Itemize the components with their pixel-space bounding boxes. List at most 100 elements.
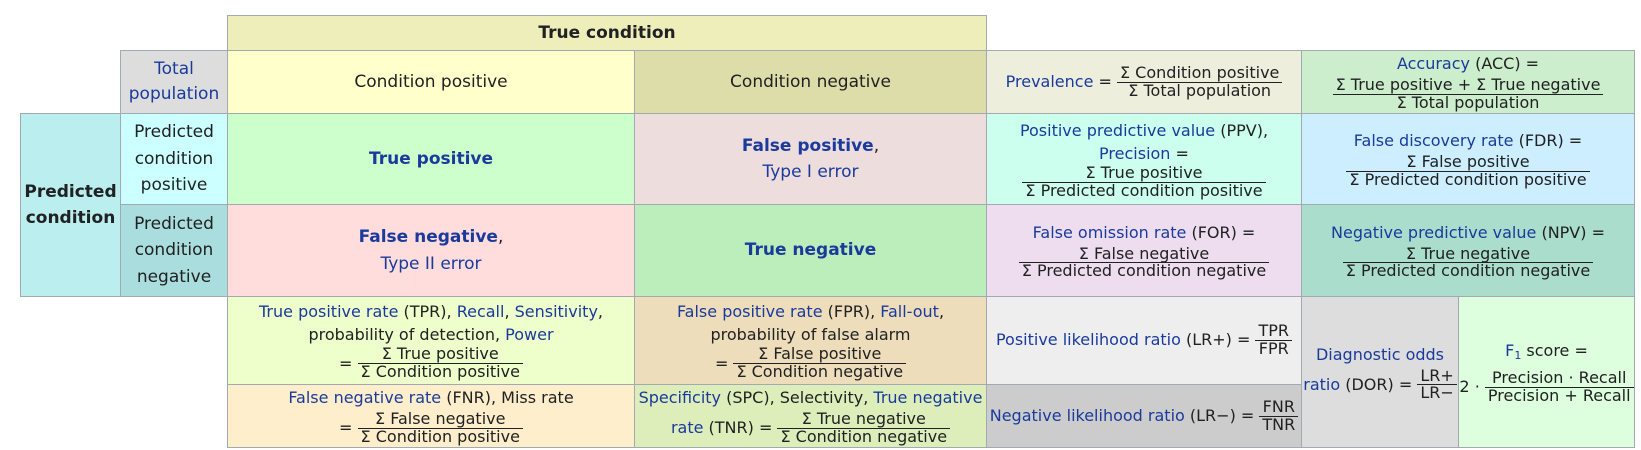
f1-denominator: Precision + Recall: [1487, 386, 1631, 406]
accuracy-numerator: Σ True positive + Σ True negative: [1332, 76, 1604, 95]
fpr-tail: ,: [938, 302, 945, 322]
false-positive-cell: False positive , Type I error: [634, 113, 987, 205]
tnr-denominator: Σ Condition negative: [780, 426, 948, 446]
prevalence-link[interactable]: Prevalence: [1005, 71, 1094, 91]
lr-negative-link[interactable]: Negative likelihood ratio: [989, 405, 1185, 425]
npv-link[interactable]: Negative predictive value: [1331, 222, 1537, 242]
fpr-formula: Σ False positive Σ Condition negative: [733, 346, 907, 381]
fallout-link[interactable]: Fall-out: [880, 302, 939, 322]
true-condition-header: True condition: [227, 15, 987, 51]
fnr-link[interactable]: False negative rate: [288, 388, 442, 408]
f1-numerator: Precision · Recall: [1484, 369, 1634, 389]
fpr-cell: False positive rate (FPR), Fall-out , pr…: [634, 296, 987, 385]
fnr-numerator: Σ False negative: [357, 410, 523, 429]
fpr-equals: =: [714, 354, 734, 374]
fdr-denominator: Σ Predicted condition positive: [1349, 169, 1587, 189]
true-negative-cell: True negative: [634, 204, 987, 297]
true-positive-cell: True positive: [227, 113, 635, 205]
tpr-cell: True positive rate (TPR), Recall , Sensi…: [227, 296, 635, 385]
accuracy-denominator: Σ Total population: [1396, 92, 1540, 112]
prevalence-numerator: Σ Condition positive: [1116, 64, 1283, 83]
true-negative-link[interactable]: True negative: [744, 240, 877, 261]
for-cell: False omission rate (FOR) = Σ False nega…: [986, 204, 1302, 297]
dor-cell: Diagnostic odds ratio (DOR) = LR+ LR−: [1301, 296, 1459, 448]
tpr-denominator: Σ Condition positive: [360, 362, 520, 382]
for-formula: Σ False negative Σ Predicted condition n…: [1018, 245, 1270, 281]
tpr-tail: ,: [597, 302, 603, 322]
for-link[interactable]: False omission rate: [1032, 222, 1187, 242]
prevalence-denominator: Σ Total population: [1128, 80, 1272, 100]
true-positive-link[interactable]: True positive: [368, 148, 494, 169]
predicted-condition-label: Predicted condition: [24, 181, 117, 228]
type-i-error-link[interactable]: Type I error: [762, 162, 859, 182]
recall-link[interactable]: Recall: [456, 302, 505, 322]
ppv-equals: =: [1170, 143, 1189, 163]
dor-ratio-link[interactable]: ratio: [1303, 375, 1341, 394]
tpr-link[interactable]: True positive rate: [259, 302, 399, 322]
fpr-line2: probability of false alarm: [710, 325, 911, 345]
tpr-numerator: Σ True positive: [357, 346, 523, 365]
predicted-condition-header: Predicted condition: [20, 113, 121, 297]
accuracy-link[interactable]: Accuracy: [1396, 54, 1470, 74]
f1-formula: Precision · Recall Precision + Recall: [1484, 369, 1634, 406]
type-ii-error-link[interactable]: Type II error: [380, 253, 482, 274]
ppv-numerator: Σ True positive: [1022, 164, 1266, 183]
fdr-link[interactable]: False discovery rate: [1353, 131, 1514, 151]
dor-abbr: (DOR) =: [1340, 375, 1418, 394]
condition-positive-label: Condition positive: [354, 71, 508, 92]
power-link[interactable]: Power: [505, 325, 554, 345]
tpr-abbr: (TPR),: [398, 302, 457, 322]
tnr-formula: Σ True negative Σ Condition negative: [777, 410, 951, 446]
condition-negative-header: Condition negative: [634, 50, 987, 114]
sensitivity-link[interactable]: Sensitivity: [514, 302, 598, 322]
ppv-cell: Positive predictive value (PPV), Precisi…: [986, 113, 1302, 205]
f1-cell: F1 score = 2 · Precision · Recall Precis…: [1458, 296, 1635, 448]
total-population-label[interactable]: Total population: [128, 58, 220, 105]
tpr-equals: =: [339, 354, 358, 374]
lr-positive-formula: TPR FPR: [1255, 322, 1293, 358]
tnr-abbr2: (TNR) =: [703, 417, 778, 437]
tnr-rate-link[interactable]: rate: [670, 417, 704, 437]
specificity-link[interactable]: Specificity: [638, 388, 722, 408]
fpr-abbr: (FPR),: [822, 302, 881, 322]
false-negative-link[interactable]: False negative: [358, 227, 498, 248]
fdr-abbr: (FDR) =: [1513, 131, 1583, 151]
predicted-positive-label: Predicted condition positive: [134, 122, 214, 196]
lr-positive-cell: Positive likelihood ratio (LR+) = TPR FP…: [986, 296, 1302, 385]
accuracy-abbr: (ACC) =: [1469, 54, 1540, 74]
fpr-link[interactable]: False positive rate: [676, 302, 823, 322]
tpr-line2: probability of detection,: [308, 325, 506, 345]
total-population-cell[interactable]: Total population: [120, 50, 228, 114]
fdr-formula: Σ False positive Σ Predicted condition p…: [1346, 153, 1590, 189]
dor-formula: LR+ LR−: [1417, 367, 1457, 403]
false-positive-comma: ,: [873, 135, 880, 156]
ppv-link[interactable]: Positive predictive value: [1019, 120, 1216, 140]
tnr-abbr: (SPC), Selectivity,: [721, 388, 874, 408]
lr-positive-link[interactable]: Positive likelihood ratio: [995, 330, 1181, 350]
precision-link[interactable]: Precision: [1099, 143, 1171, 163]
for-numerator: Σ False negative: [1018, 245, 1270, 264]
true-negative-rate-link[interactable]: True negative: [873, 388, 983, 408]
npv-numerator: Σ True negative: [1342, 245, 1594, 264]
predicted-negative-header: Predicted condition negative: [120, 204, 228, 297]
prevalence-formula: Σ Condition positive Σ Total population: [1116, 64, 1283, 100]
false-positive-link[interactable]: False positive: [741, 135, 874, 156]
dor-link[interactable]: Diagnostic odds: [1315, 344, 1445, 364]
f1-link[interactable]: F1: [1505, 339, 1521, 364]
ppv-abbr: (PPV),: [1215, 120, 1269, 140]
condition-positive-header: Condition positive: [227, 50, 635, 114]
f1-label-tail: score =: [1521, 341, 1588, 361]
lr-positive-numerator: TPR: [1255, 322, 1293, 341]
f1-label[interactable]: F: [1505, 341, 1515, 361]
tpr-sep: ,: [504, 302, 515, 322]
prevalence-cell: Prevalence = Σ Condition positive Σ Tota…: [986, 50, 1302, 114]
dor-denominator: LR−: [1420, 383, 1454, 403]
lr-negative-denominator: TNR: [1262, 414, 1296, 434]
fdr-numerator: Σ False positive: [1346, 153, 1590, 172]
accuracy-formula: Σ True positive + Σ True negative Σ Tota…: [1332, 76, 1604, 112]
lr-negative-cell: Negative likelihood ratio (LR−) = FNR TN…: [986, 384, 1302, 448]
accuracy-cell: Accuracy (ACC) = Σ True positive + Σ Tru…: [1301, 50, 1635, 114]
fnr-abbr: (FNR), Miss rate: [441, 388, 574, 408]
dor-numerator: LR+: [1417, 367, 1457, 386]
fnr-denominator: Σ Condition positive: [360, 426, 520, 446]
